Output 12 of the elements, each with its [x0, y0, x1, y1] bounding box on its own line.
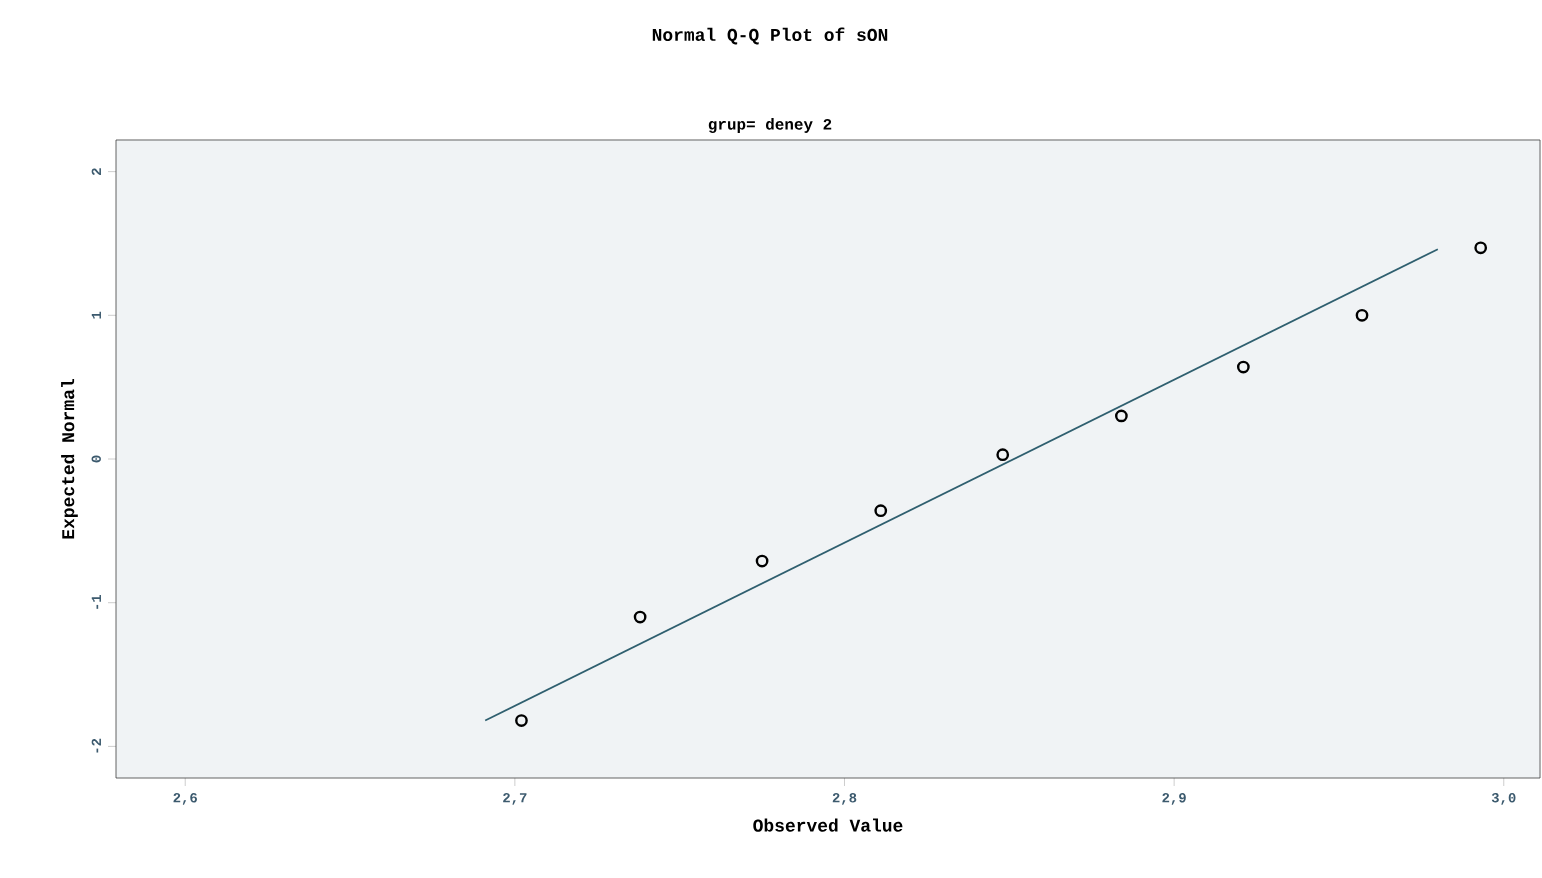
point [874, 504, 888, 518]
point [755, 554, 769, 568]
point [515, 714, 528, 727]
point [996, 448, 1010, 462]
point [1474, 241, 1488, 255]
y-axis-title: Expected Normal [61, 379, 78, 539]
point [1236, 360, 1250, 374]
point [1355, 308, 1369, 322]
x-axis-title: Observed Value [753, 818, 903, 832]
point [633, 610, 647, 624]
chart-title: Normal Q-Q Plot of sON [652, 27, 888, 45]
point [1115, 409, 1128, 423]
